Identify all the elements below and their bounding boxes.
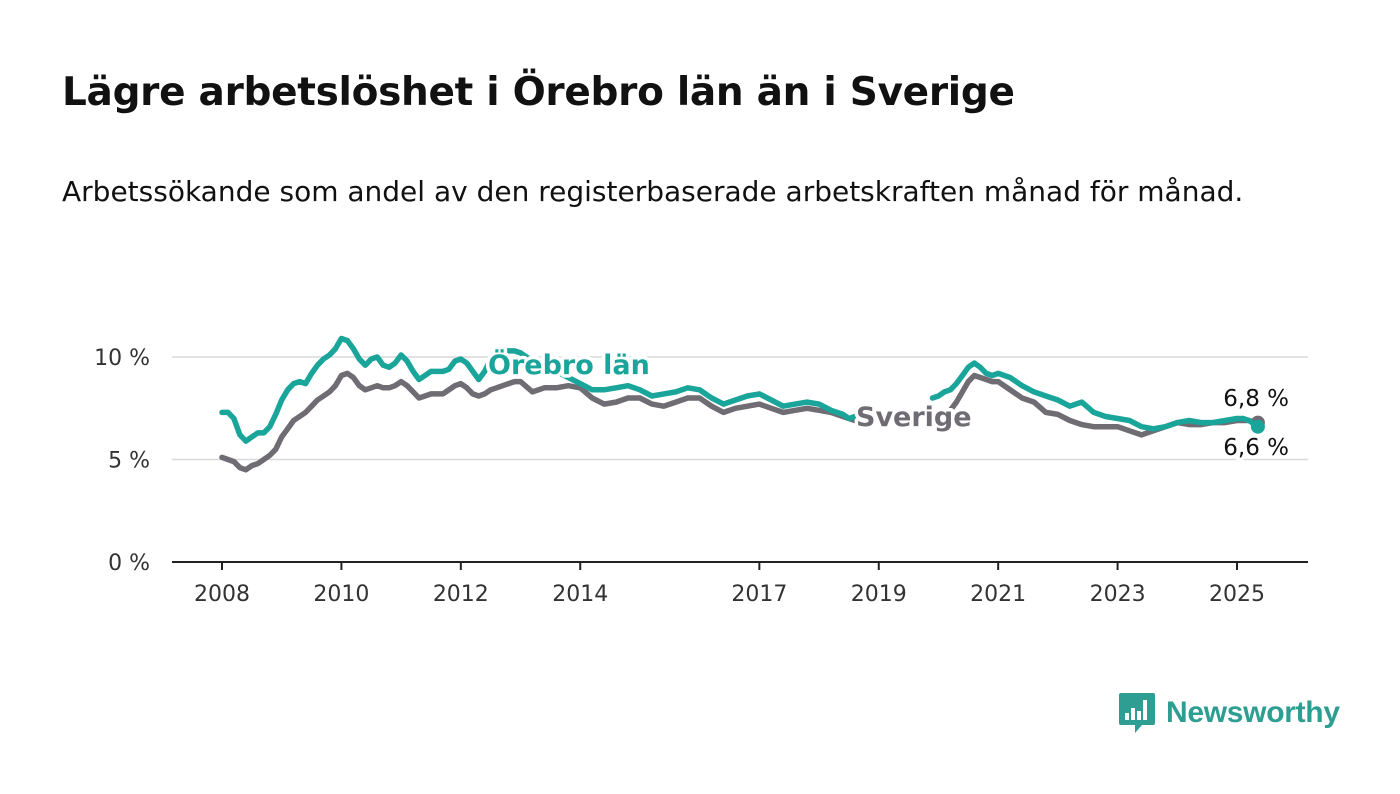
x-tick-label: 2010 [313,582,369,607]
series-name-label: Örebro län [488,348,650,381]
x-tick-label: 2025 [1209,582,1265,607]
y-tick-label: 10 % [94,346,150,371]
x-tick-label: 2019 [851,582,907,607]
end-value-label: 6,8 % [1223,386,1289,412]
series-labels: Örebro län Sverige 6,8 % 6,6 % [485,345,1293,465]
x-tick-label: 2023 [1090,582,1146,607]
series-end-point [1250,419,1265,434]
y-axis: 0 % 5 % 10 % [94,346,150,576]
series-lines [219,335,1265,473]
chart-subtitle: Arbetssökande som andel av den registerb… [62,175,1244,208]
newsworthy-logo[interactable]: Newsworthy [1118,688,1340,738]
series-line-sverige [219,370,1261,473]
y-tick-label: 0 % [108,551,150,576]
x-tick-label: 2014 [552,582,608,607]
series-name-label: Sverige [856,402,972,433]
newsworthy-chart-icon [1119,693,1155,733]
chart-title: Lägre arbetslöshet i Örebro län än i Sve… [62,70,1015,115]
x-tick-label: 2021 [970,582,1026,607]
x-tick-label: 2017 [731,582,787,607]
gridlines [172,356,1308,461]
series-line-orebro-lan [219,335,1261,444]
y-tick-label: 5 % [108,449,150,474]
x-tick-label: 2012 [433,582,489,607]
brand-name: Newsworthy [1166,696,1340,729]
end-value-label: 6,6 % [1223,435,1289,461]
x-tick-label: 2008 [194,582,250,607]
x-axis: 2008 2010 2012 2014 2017 2019 2021 2023 2025 [172,561,1308,607]
